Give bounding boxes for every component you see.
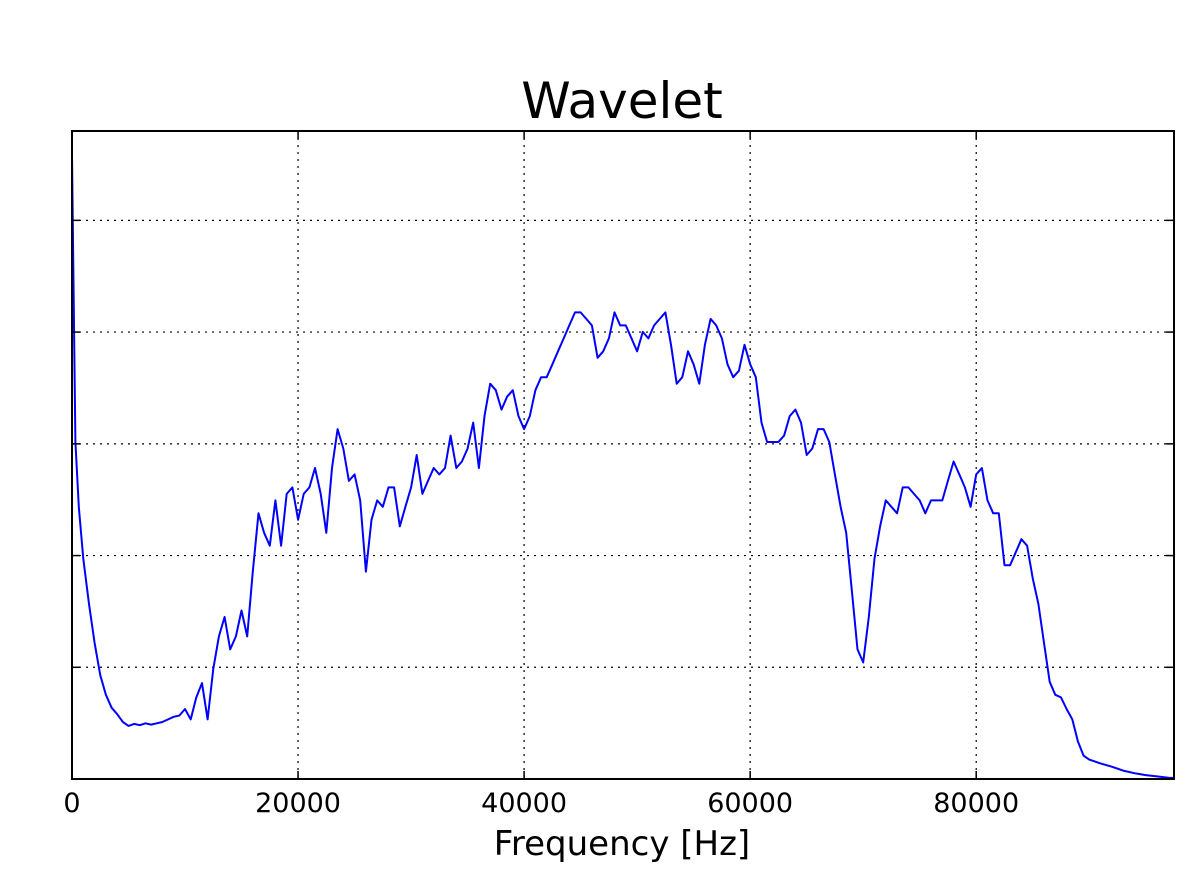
x-tick-label: 20000 xyxy=(255,788,341,819)
chart-title: Wavelet xyxy=(521,72,723,130)
x-tick-label: 40000 xyxy=(481,788,567,819)
x-tick-label: 0 xyxy=(63,788,80,819)
x-tick-label: 80000 xyxy=(933,788,1019,819)
grid-lines xyxy=(72,131,1174,779)
x-axis-ticks: 0 20000 40000 60000 80000 xyxy=(63,131,1174,819)
plot-frame xyxy=(71,130,1175,780)
x-axis-label: Frequency [Hz] xyxy=(494,824,750,864)
x-tick-label: 60000 xyxy=(707,788,793,819)
series-line xyxy=(71,156,1175,779)
